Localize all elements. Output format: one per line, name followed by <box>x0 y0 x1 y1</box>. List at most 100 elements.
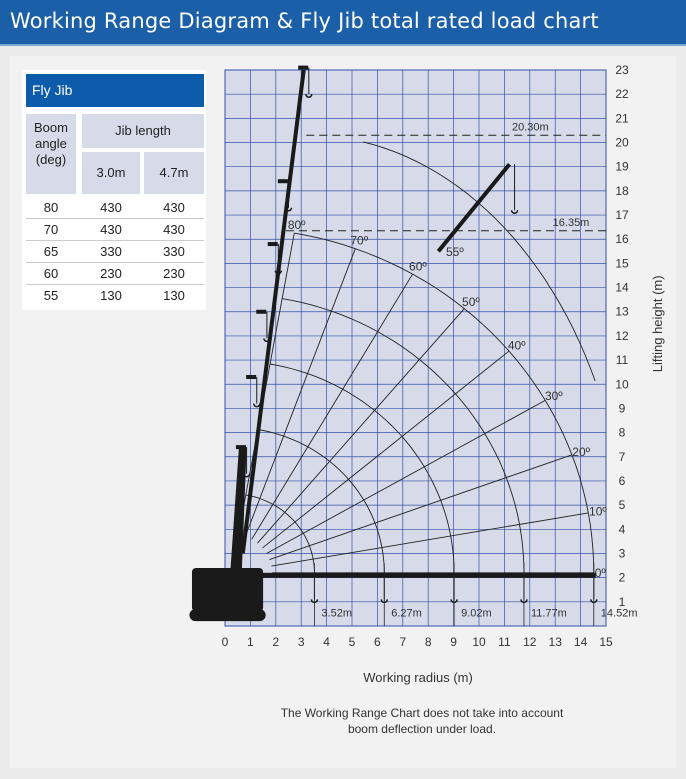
angle-ray <box>244 248 356 537</box>
x-tick-label: 2 <box>272 635 279 649</box>
y-tick-label: 10 <box>615 377 629 391</box>
x-tick-label: 12 <box>523 635 537 649</box>
fly-jib-table: Fly Jib Boom angle (deg) Jib length 3.0m… <box>22 70 206 310</box>
y-tick-label: 13 <box>615 305 629 319</box>
y-tick-label: 21 <box>615 111 629 125</box>
angle-header-line1: Boom <box>34 120 68 135</box>
angle-header-line2: angle <box>35 136 67 151</box>
angle-label: 70º <box>350 234 368 248</box>
angle-ray <box>271 512 589 567</box>
x-tick-label: 14 <box>574 635 588 649</box>
angle-ray <box>251 273 413 540</box>
boom-length-label: 14.52m <box>601 607 638 619</box>
y-tick-label: 6 <box>619 474 626 488</box>
boom-head <box>235 445 246 450</box>
angle-label: 40º <box>508 339 526 353</box>
sub-header-3m: 3.0m <box>82 152 140 194</box>
angle-label: 30º <box>545 389 563 403</box>
row-load-47m: 330 <box>163 244 185 259</box>
y-tick-label: 19 <box>615 160 629 174</box>
horizontal-boom <box>235 572 596 578</box>
grid-background <box>224 69 607 627</box>
max-height-label: 16.35m <box>553 217 590 229</box>
angle-ray <box>237 233 295 535</box>
row-load-3m: 130 <box>100 288 122 303</box>
row-angle: 60 <box>43 266 59 281</box>
hook-icon <box>284 207 293 212</box>
y-tick-label: 12 <box>615 329 629 343</box>
row-angle: 70 <box>43 222 59 237</box>
row-divider <box>26 218 204 219</box>
row-load-47m: 430 <box>163 200 185 215</box>
x-tick-label: 0 <box>222 635 229 649</box>
x-tick-label: 8 <box>425 635 432 649</box>
x-tick-label: 6 <box>374 635 381 649</box>
x-tick-label: 3 <box>298 635 305 649</box>
y-tick-label: 2 <box>619 571 626 585</box>
boom-head <box>267 242 278 247</box>
angle-label: 0º <box>595 566 607 580</box>
y-tick-label: 8 <box>619 426 626 440</box>
x-tick-label: 4 <box>323 635 330 649</box>
hook-icon <box>253 403 261 408</box>
jib-range-arc <box>362 141 596 382</box>
angle-label: 10º <box>589 504 607 518</box>
hook-icon <box>305 94 313 98</box>
row-load-47m: 130 <box>163 288 185 303</box>
row-load-3m: 430 <box>100 222 122 237</box>
telescopic-boom <box>240 69 306 554</box>
sub-header-47m: 4.7m <box>144 152 204 194</box>
x-tick-label: 5 <box>349 635 356 649</box>
boom-length-label: 3.52m <box>321 607 352 619</box>
header-bar: Working Range Diagram & Fly Jib total ra… <box>0 0 686 46</box>
y-tick-label: 7 <box>619 450 626 464</box>
boom-length-label: 6.27m <box>391 607 422 619</box>
y-tick-label: 4 <box>619 522 626 536</box>
row-load-3m: 230 <box>100 266 122 281</box>
x-tick-label: 10 <box>472 635 486 649</box>
footnote: The Working Range Chart does not take in… <box>212 705 632 737</box>
hook-icon <box>242 473 251 478</box>
y-tick-label: 23 <box>615 63 629 77</box>
jib-length-header: Jib length <box>82 114 204 148</box>
x-tick-label: 1 <box>247 635 254 649</box>
page-title: Working Range Diagram & Fly Jib total ra… <box>10 9 599 33</box>
row-divider <box>26 240 204 241</box>
table-title-text: Fly Jib <box>32 82 73 98</box>
angle-ray <box>262 350 510 549</box>
y-tick-label: 20 <box>615 136 629 150</box>
hook-icon <box>274 270 283 275</box>
x-tick-label: 9 <box>450 635 457 649</box>
boom-head <box>246 375 257 380</box>
y-axis-title: Lifting height (m) <box>650 275 665 372</box>
row-load-3m: 430 <box>100 200 122 215</box>
y-tick-label: 5 <box>619 498 626 512</box>
row-load-3m: 330 <box>100 244 122 259</box>
y-tick-label: 16 <box>615 232 629 246</box>
hook-icon <box>510 210 519 214</box>
angle-header: Boom angle (deg) <box>26 114 76 194</box>
fly-jib <box>436 163 512 253</box>
y-tick-label: 14 <box>615 281 629 295</box>
x-axis-title: Working radius (m) <box>363 670 473 685</box>
row-angle: 65 <box>43 244 59 259</box>
boom-head <box>256 309 267 314</box>
y-tick-label: 17 <box>615 208 629 222</box>
jib-angle-label: 55º <box>446 245 464 259</box>
x-tick-label: 11 <box>498 635 511 649</box>
row-angle: 55 <box>43 288 59 303</box>
boom-head <box>298 65 309 70</box>
crane-track <box>189 609 266 622</box>
angle-label: 60º <box>409 260 427 274</box>
angle-label: 20º <box>572 445 590 459</box>
angle-ray <box>269 454 573 561</box>
y-tick-label: 9 <box>619 401 626 415</box>
angle-ray <box>266 399 546 554</box>
y-tick-label: 11 <box>616 353 629 367</box>
y-tick-label: 1 <box>619 595 626 609</box>
y-tick-label: 22 <box>615 87 629 101</box>
crane-body <box>191 567 264 612</box>
boom-length-label: 11.77m <box>531 607 567 619</box>
y-tick-label: 18 <box>615 184 629 198</box>
x-tick-label: 7 <box>399 635 406 649</box>
